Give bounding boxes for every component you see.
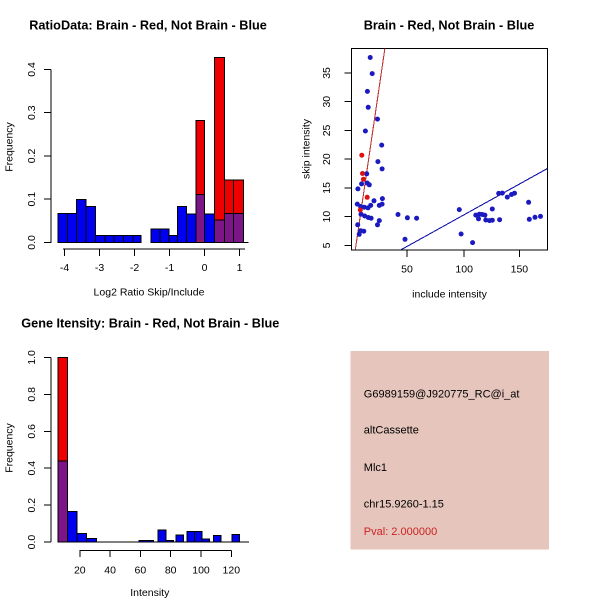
svg-text:Mlc1: Mlc1 [364,462,387,474]
svg-text:150: 150 [511,264,529,276]
svg-text:Brain - Red, Not Brain - Blue: Brain - Red, Not Brain - Blue [364,19,535,33]
svg-text:20: 20 [321,153,333,165]
svg-text:altCassette: altCassette [364,424,419,436]
svg-text:Log2 Ratio Skip/Include: Log2 Ratio Skip/Include [94,287,205,299]
svg-text:5: 5 [321,242,333,248]
svg-text:0.3: 0.3 [26,105,38,120]
svg-text:60: 60 [135,565,147,577]
svg-text:0.1: 0.1 [26,192,38,207]
svg-text:-1: -1 [165,262,174,274]
svg-text:RatioData: Brain - Red, Not Br: RatioData: Brain - Red, Not Brain - Blue [29,19,267,33]
svg-text:0: 0 [202,262,208,274]
svg-text:120: 120 [223,565,241,577]
svg-text:chr15.9260-1.15: chr15.9260-1.15 [364,498,444,510]
svg-text:0.6: 0.6 [26,424,38,439]
svg-text:0.8: 0.8 [26,387,38,402]
svg-text:Frequency: Frequency [4,422,16,472]
svg-text:50: 50 [401,264,413,276]
svg-text:0.0: 0.0 [26,535,38,550]
svg-text:-3: -3 [95,262,104,274]
svg-text:-2: -2 [130,262,139,274]
svg-text:0.2: 0.2 [26,498,38,513]
svg-text:15: 15 [321,182,333,194]
svg-text:Frequency: Frequency [4,121,16,171]
svg-text:Intensity: Intensity [130,587,170,599]
svg-text:1.0: 1.0 [26,350,38,365]
svg-text:100: 100 [192,565,210,577]
svg-text:0.4: 0.4 [26,62,38,77]
svg-text:40: 40 [104,565,116,577]
svg-text:skip intensity: skip intensity [301,118,313,179]
svg-text:0.0: 0.0 [26,235,38,250]
svg-text:100: 100 [455,264,473,276]
svg-text:30: 30 [321,96,333,108]
svg-text:25: 25 [321,124,333,136]
svg-text:G6989159@J920775_RC@i_at: G6989159@J920775_RC@i_at [364,388,520,400]
svg-text:0.4: 0.4 [26,461,38,476]
svg-text:10: 10 [321,211,333,223]
svg-text:-4: -4 [60,262,69,274]
svg-text:20: 20 [74,565,86,577]
svg-text:1: 1 [237,262,243,274]
svg-text:Pval: 2.000000: Pval: 2.000000 [364,526,437,538]
svg-text:80: 80 [165,565,177,577]
svg-text:35: 35 [321,67,333,79]
svg-text:include intensity: include intensity [412,288,487,300]
svg-text:0.2: 0.2 [26,148,38,163]
svg-text:Gene Itensity: Brain - Red, No: Gene Itensity: Brain - Red, Not Brain - … [21,317,279,331]
